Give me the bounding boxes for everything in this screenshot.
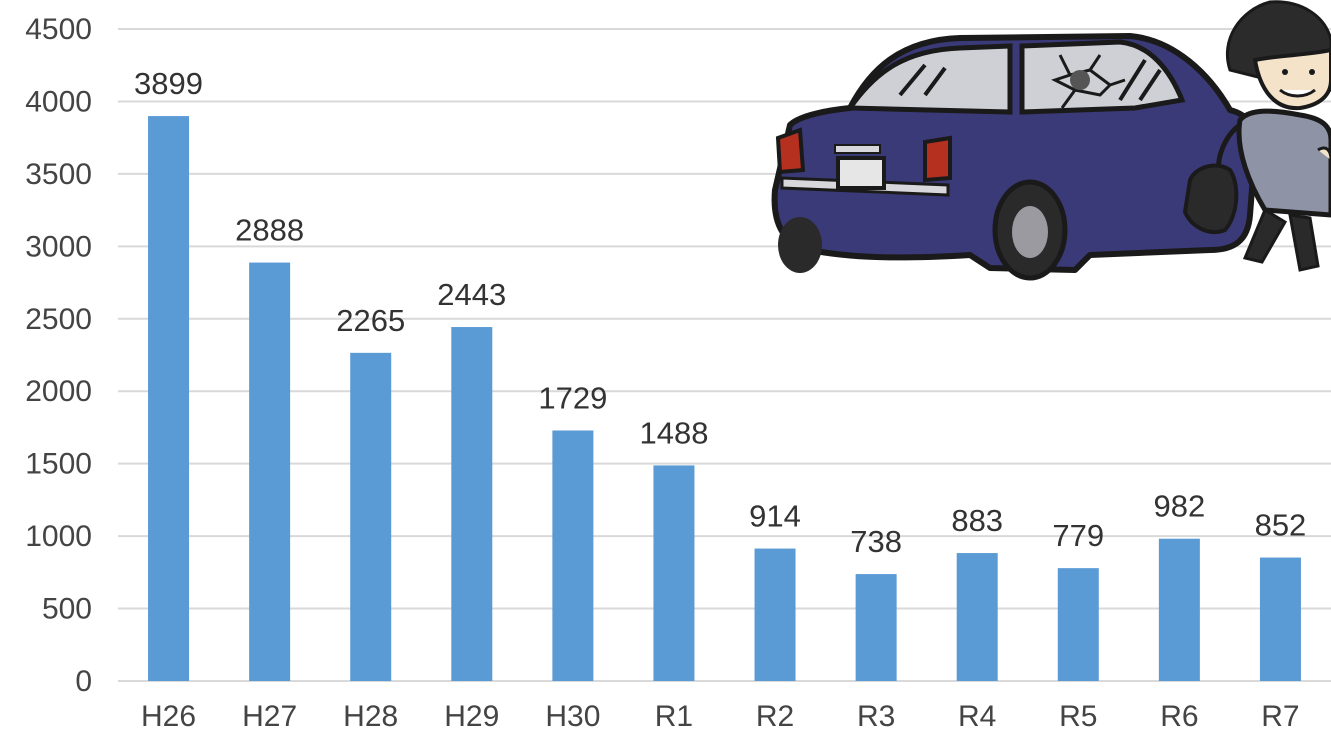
bars	[148, 116, 1301, 681]
data-label: 2888	[235, 213, 304, 248]
data-label: 1488	[639, 415, 708, 450]
x-tick-label: H26	[141, 700, 196, 729]
x-tick-label: H28	[343, 700, 398, 729]
x-tick-label: R1	[655, 700, 693, 729]
bar	[1057, 568, 1099, 681]
x-tick-label: H30	[545, 700, 600, 729]
bar	[653, 465, 695, 681]
x-tick-label: H27	[242, 700, 297, 729]
bar	[552, 430, 594, 681]
car-thief-illustration	[771, 0, 1331, 281]
data-label: 738	[850, 524, 902, 559]
y-tick-label: 1000	[25, 520, 92, 553]
bar	[855, 574, 897, 681]
data-label: 779	[1052, 518, 1104, 553]
data-label: 914	[749, 499, 801, 534]
data-label: 982	[1154, 489, 1206, 524]
x-tick-label: R3	[857, 700, 895, 729]
data-label: 2443	[437, 277, 506, 312]
x-axis-ticks: H26 H27 H28 H29 H30 R1 R2 R3 R4 R5 R6 R7	[141, 700, 1300, 729]
data-label: 1729	[538, 380, 607, 415]
bar	[350, 352, 392, 681]
x-tick-label: R4	[958, 700, 996, 729]
bar	[1259, 557, 1301, 681]
x-tick-label: R7	[1261, 700, 1299, 729]
y-axis-ticks: 0 500 1000 1500 2000 2500 3000 3500 4000 4500	[25, 13, 92, 698]
data-label: 852	[1255, 508, 1307, 543]
x-tick-label: R6	[1160, 700, 1198, 729]
car-illustration	[771, 33, 1259, 281]
x-tick-label: H29	[444, 700, 499, 729]
bar	[451, 327, 493, 681]
x-tick-label: R5	[1059, 700, 1097, 729]
gridlines	[118, 28, 1331, 682]
y-tick-label: 500	[42, 593, 92, 626]
bar	[249, 262, 291, 681]
y-tick-label: 3000	[25, 230, 92, 263]
bar	[754, 548, 796, 681]
y-tick-label: 4000	[25, 85, 92, 118]
data-label: 2265	[336, 303, 405, 338]
y-tick-label: 1500	[25, 448, 92, 481]
bar	[1158, 538, 1200, 681]
data-label: 3899	[134, 66, 203, 101]
y-tick-label: 2000	[25, 375, 92, 408]
x-tick-label: R2	[756, 700, 794, 729]
bar	[148, 116, 190, 681]
y-tick-label: 3500	[25, 158, 92, 191]
y-tick-label: 4500	[25, 13, 92, 46]
bar	[956, 553, 998, 681]
data-labels: 3899 2888 2265 2443 1729 1488 914 738 883 779 982 8…	[134, 66, 1306, 559]
y-tick-label: 0	[75, 665, 92, 698]
y-tick-label: 2500	[25, 303, 92, 336]
thief-illustration	[1182, 0, 1331, 272]
data-label: 883	[951, 503, 1003, 538]
